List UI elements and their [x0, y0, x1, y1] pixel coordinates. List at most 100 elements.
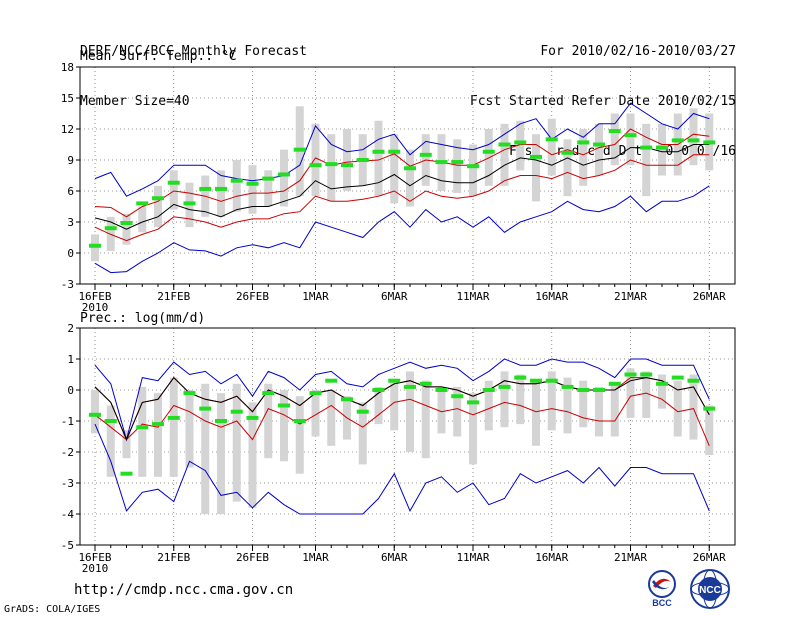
- temperature-panel: Mean Surf. Temp.: °C -3 0 3 6 9 12 15 18 16FEB 21F…: [61, 49, 736, 314]
- climatology-mark: [687, 378, 700, 383]
- spread-box: [626, 368, 635, 418]
- spread-box: [406, 149, 414, 207]
- climatology-mark: [199, 406, 212, 411]
- spread-box: [532, 134, 540, 202]
- climatology-mark: [435, 388, 448, 392]
- spread-box: [343, 129, 351, 191]
- climatology-mark: [703, 140, 716, 145]
- climatology-mark: [167, 415, 180, 420]
- climatology-mark: [577, 388, 590, 392]
- climatology-mark: [593, 142, 605, 147]
- climatology-mark: [293, 419, 306, 423]
- climatology-mark: [530, 378, 542, 383]
- climatology-mark: [545, 378, 558, 383]
- climatology-mark: [561, 384, 574, 389]
- climatology-mark: [593, 388, 605, 392]
- spread-box: [626, 113, 635, 166]
- climatology-mark: [325, 378, 338, 383]
- climatology-mark: [624, 133, 637, 138]
- x-tick-label: 6MAR: [381, 290, 408, 303]
- climatology-mark: [246, 415, 259, 420]
- climatology-mark: [419, 152, 432, 157]
- spread-box: [264, 383, 273, 459]
- climatology-mark: [136, 425, 149, 430]
- spread-box: [169, 170, 178, 210]
- spread-box: [185, 390, 194, 468]
- climatology-mark: [640, 145, 653, 150]
- source-url[interactable]: http://cmdp.ncc.cma.gov.cn: [74, 582, 294, 598]
- climatology-mark: [152, 422, 164, 427]
- spread-box: [484, 380, 493, 431]
- climatology-mark: [687, 138, 700, 143]
- spread-box: [705, 405, 714, 456]
- spread-box: [374, 386, 383, 425]
- climatology-mark: [498, 384, 511, 389]
- y-tick-label: -3: [61, 278, 74, 291]
- bcc-logo: BCC: [648, 570, 676, 608]
- climatology-mark: [120, 221, 133, 226]
- x-tick-label: 6MAR: [381, 551, 408, 564]
- climatology-mark: [467, 164, 479, 169]
- climatology-mark: [183, 391, 196, 396]
- climatology-mark: [514, 140, 527, 145]
- y-tick-label: -3: [61, 477, 74, 490]
- y-tick-label: 0: [67, 247, 74, 260]
- climatology-mark: [199, 186, 212, 191]
- spread-box: [390, 134, 399, 204]
- spread-box: [579, 129, 588, 186]
- climatology-mark: [246, 181, 259, 186]
- spread-box: [248, 165, 257, 214]
- panel-title: Mean Surf. Temp.: °C: [80, 49, 237, 64]
- climatology-mark: [404, 166, 416, 171]
- spread-box: [532, 380, 540, 446]
- spread-box: [689, 374, 698, 440]
- ncc-logo-text: NCC: [699, 585, 721, 596]
- climatology-mark: [561, 150, 574, 155]
- spread-box: [248, 402, 257, 508]
- spread-box: [280, 149, 288, 207]
- spread-box: [154, 393, 162, 477]
- climatology-mark: [183, 201, 196, 206]
- climatology-mark: [278, 172, 290, 177]
- spread-box: [217, 393, 225, 514]
- spread-box: [311, 123, 320, 197]
- spread-box: [516, 374, 525, 425]
- climatology-mark: [356, 409, 369, 414]
- y-tick-label: -5: [61, 539, 74, 552]
- spread-box: [201, 383, 210, 514]
- climatology-mark: [671, 138, 684, 143]
- spread-box: [91, 234, 99, 262]
- spread-box: [595, 123, 603, 176]
- spread-box: [421, 380, 430, 459]
- max-line: [94, 102, 710, 197]
- climatology-mark: [530, 154, 542, 159]
- climatology-mark: [104, 226, 117, 231]
- y-tick-label: -2: [61, 446, 74, 459]
- x-tick-label: 26MAR: [693, 551, 726, 564]
- mean-line: [94, 144, 710, 230]
- y-tick-label: 0: [67, 384, 74, 397]
- spread-box: [406, 371, 414, 452]
- spread-box: [358, 402, 367, 465]
- y-tick-label: -1: [61, 415, 74, 428]
- climatology-mark: [262, 391, 275, 396]
- spread-box: [658, 123, 666, 176]
- plot-frame: [79, 66, 736, 285]
- climatology-mark: [309, 163, 322, 168]
- x-tick-label: 26MAR: [693, 290, 726, 303]
- bcc-logo-text: BCC: [652, 598, 672, 608]
- climatology-mark: [89, 412, 101, 417]
- climatology-mark: [341, 163, 353, 168]
- y-tick-label: 15: [61, 92, 74, 105]
- spread-box: [138, 386, 147, 477]
- climatology-mark: [215, 419, 227, 423]
- spread-box: [169, 377, 178, 477]
- spread-box: [658, 374, 666, 409]
- climatology-mark: [372, 388, 385, 392]
- x-tick-label: 21FEB: [157, 290, 190, 303]
- climatology-mark: [152, 196, 164, 201]
- spread-box: [610, 113, 619, 166]
- climatology-mark: [89, 243, 101, 248]
- spread-box: [610, 383, 619, 437]
- spread-box: [673, 380, 682, 437]
